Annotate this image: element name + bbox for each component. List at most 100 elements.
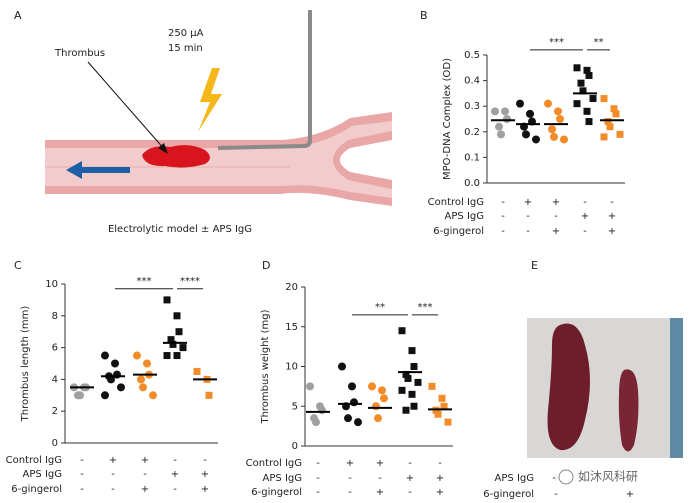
point: [149, 391, 157, 400]
y-tick-label: 5: [292, 401, 298, 412]
significance-label: ***: [418, 302, 433, 313]
point: [372, 402, 380, 411]
point: [318, 406, 326, 415]
significance-label: **: [375, 302, 385, 313]
point: [583, 66, 591, 74]
condition-sign: -: [554, 489, 558, 500]
condition-sign: -: [80, 469, 84, 480]
condition-sign: -: [378, 473, 382, 484]
point: [440, 402, 448, 410]
point: [610, 105, 618, 113]
point: [398, 327, 406, 335]
point: [133, 351, 141, 360]
condition-sign: -: [111, 484, 115, 495]
condition-name: APS IgG: [263, 473, 302, 484]
condition-sign: -: [80, 455, 84, 466]
point: [408, 347, 416, 355]
y-axis-label: Thrombus length (mm): [20, 306, 31, 423]
significance-label: ****: [180, 276, 200, 287]
point: [312, 418, 320, 427]
point: [117, 383, 125, 392]
panel-label: B: [420, 9, 428, 22]
ruler: [670, 318, 683, 458]
lightning: [198, 68, 222, 132]
point: [585, 71, 593, 79]
point: [612, 110, 620, 118]
point: [350, 398, 358, 407]
point: [522, 130, 530, 139]
watermark-bg: [555, 466, 675, 488]
clot-left: [547, 323, 590, 451]
point: [398, 386, 406, 394]
point: [167, 336, 175, 344]
point: [404, 374, 412, 382]
condition-sign: -: [583, 226, 587, 237]
condition-sign: -: [348, 487, 352, 498]
watermark: 如沐风科研: [578, 469, 638, 484]
condition-sign: -: [173, 455, 177, 466]
panel-label: D: [262, 259, 270, 272]
point: [544, 99, 552, 108]
y-axis-label: Thrombus weight (mg): [260, 309, 271, 424]
y-tick-label: 0.2: [464, 127, 480, 138]
significance-label: ***: [549, 37, 564, 48]
point: [560, 135, 568, 144]
condition-sign: -: [316, 458, 320, 469]
pointer: [87, 61, 166, 151]
condition-sign: +: [552, 226, 560, 237]
y-tick-label: 4: [52, 374, 58, 385]
vessel-diagram: [45, 10, 392, 206]
point: [338, 362, 346, 371]
y-tick-label: 10: [45, 279, 58, 290]
y-tick-label: 15: [285, 322, 298, 333]
point: [107, 375, 115, 384]
condition-sign: +: [376, 487, 384, 498]
condition-sign: -: [501, 197, 505, 208]
electrode: [217, 10, 312, 150]
point: [143, 359, 151, 368]
point: [344, 414, 352, 423]
point: [491, 107, 499, 116]
vessel-lumen: [45, 121, 392, 198]
condition-sign: -: [610, 197, 614, 208]
y-tick-label: 0.5: [464, 50, 480, 61]
condition-name: APS IgG: [495, 473, 534, 484]
condition-sign: +: [201, 469, 209, 480]
point: [516, 99, 524, 108]
point: [579, 87, 587, 95]
condition-sign: -: [501, 211, 505, 222]
point: [616, 130, 624, 138]
y-tick-label: 0: [292, 441, 298, 452]
condition-name: APS IgG: [445, 211, 484, 222]
flow-arrow-head: [66, 161, 82, 179]
point: [583, 107, 591, 115]
point: [606, 123, 614, 131]
y-tick-label: 10: [285, 362, 298, 373]
condition-sign: +: [109, 455, 117, 466]
point: [554, 107, 562, 116]
point: [495, 122, 503, 131]
y-tick-label: 2: [52, 406, 58, 417]
point: [368, 382, 376, 391]
y-tick-label: 0.3: [464, 101, 480, 112]
point: [163, 352, 171, 360]
point: [205, 391, 213, 399]
point: [101, 391, 109, 400]
point: [556, 115, 564, 123]
point: [139, 383, 147, 392]
y-tick-label: 0.0: [464, 178, 480, 189]
point: [402, 406, 410, 414]
condition-sign: +: [141, 484, 149, 495]
condition-sign: -: [408, 458, 412, 469]
point: [193, 367, 201, 375]
condition-sign: -: [438, 458, 442, 469]
point: [348, 382, 356, 391]
condition-sign: +: [406, 473, 414, 484]
photo: [527, 318, 683, 458]
panel-label: C: [14, 259, 22, 272]
point: [526, 109, 534, 118]
point: [410, 402, 418, 410]
condition-sign: -: [203, 455, 207, 466]
condition-sign: +: [346, 458, 354, 469]
point: [374, 414, 382, 423]
